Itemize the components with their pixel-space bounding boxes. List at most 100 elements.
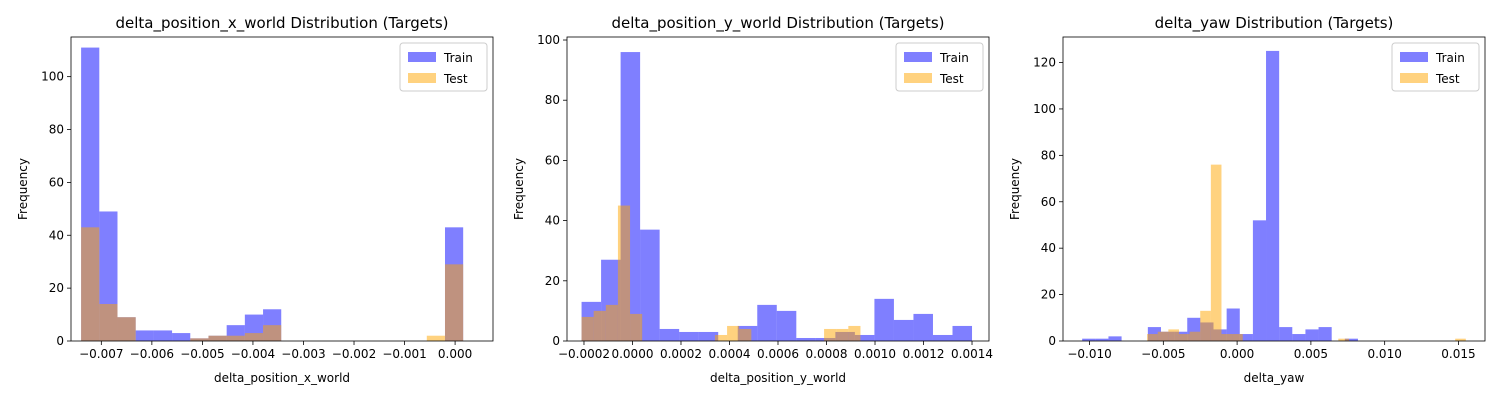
bar bbox=[659, 328, 680, 341]
bar bbox=[913, 313, 933, 341]
series-test bbox=[1147, 164, 1466, 341]
bar bbox=[776, 310, 797, 341]
y-tick-label: 80 bbox=[1041, 148, 1056, 162]
bar bbox=[1338, 338, 1349, 341]
x-tick-label: 0.0010 bbox=[854, 347, 896, 361]
x-tick-label: 0.0012 bbox=[903, 347, 945, 361]
x-tick-label: 0.010 bbox=[1367, 347, 1401, 361]
x-axis-label: delta_position_y_world bbox=[710, 371, 846, 385]
x-axis-label: delta_yaw bbox=[1244, 371, 1305, 385]
bar bbox=[1252, 220, 1267, 341]
bar bbox=[593, 310, 606, 341]
y-tick-label: 100 bbox=[1033, 102, 1056, 116]
bar bbox=[640, 229, 660, 341]
y-tick-label: 60 bbox=[1041, 195, 1056, 209]
y-tick-label: 0 bbox=[552, 334, 560, 348]
x-tick-label: 0.0008 bbox=[806, 347, 848, 361]
x-tick-label: 0.015 bbox=[1441, 347, 1475, 361]
y-tick-label: 20 bbox=[545, 274, 560, 288]
bar bbox=[581, 316, 594, 341]
bar bbox=[1344, 338, 1358, 341]
series-test bbox=[581, 205, 861, 341]
bar bbox=[244, 333, 264, 341]
x-tick-label: −0.003 bbox=[281, 347, 325, 361]
x-tick-label: 0.000 bbox=[438, 347, 472, 361]
x-tick-label: 0.0006 bbox=[757, 347, 799, 361]
bar bbox=[824, 328, 837, 341]
series-train bbox=[81, 47, 464, 341]
bar bbox=[1095, 338, 1109, 341]
series-test bbox=[81, 227, 464, 341]
bar bbox=[153, 330, 173, 341]
bar bbox=[172, 333, 191, 341]
x-tick-label: −0.002 bbox=[332, 347, 376, 361]
bar bbox=[1292, 334, 1306, 341]
bar bbox=[932, 334, 953, 341]
y-tick-label: 60 bbox=[545, 153, 560, 167]
bar bbox=[1226, 308, 1240, 341]
chart-panel-3: −0.010 −0.005 0.000 0.005 0.010 0.015 0 20 40 60 8… bbox=[1008, 14, 1486, 385]
bar bbox=[1189, 331, 1201, 341]
legend-swatch bbox=[408, 73, 436, 83]
bar bbox=[739, 328, 752, 341]
y-tick-label: 100 bbox=[537, 33, 560, 47]
bar bbox=[698, 331, 719, 341]
bar bbox=[796, 337, 816, 341]
bar bbox=[1221, 334, 1233, 341]
x-tick-label: −0.005 bbox=[1141, 347, 1185, 361]
y-tick-label: 60 bbox=[49, 175, 64, 189]
legend-label: Test bbox=[1435, 72, 1460, 86]
bar bbox=[1239, 334, 1253, 341]
bar bbox=[617, 205, 631, 341]
bar bbox=[99, 303, 118, 341]
legend-swatch bbox=[904, 73, 932, 83]
x-tick-label: 0.0014 bbox=[951, 347, 993, 361]
x-tick-label: 0.0002 bbox=[660, 347, 702, 361]
chart-title: delta_yaw Distribution (Targets) bbox=[1155, 14, 1394, 33]
bar bbox=[727, 325, 740, 341]
x-axis-label: delta_position_x_world bbox=[214, 371, 350, 385]
x-tick-label: −0.007 bbox=[79, 347, 123, 361]
y-tick-label: 20 bbox=[49, 281, 64, 295]
x-tick-label: −0.006 bbox=[130, 347, 174, 361]
x-tick-label: 0.0004 bbox=[708, 347, 750, 361]
x-tick-label: −0.0002 bbox=[558, 347, 610, 361]
bar bbox=[426, 335, 445, 341]
legend-label: Train bbox=[1435, 51, 1465, 65]
bar bbox=[1210, 164, 1222, 341]
plot-frame bbox=[70, 36, 494, 342]
chart-panel-2: −0.0002 0.0000 0.0002 0.0004 0.0006 0.0008 0.0… bbox=[512, 14, 993, 385]
y-axis-label: Frequency bbox=[1008, 158, 1022, 220]
bar bbox=[135, 330, 154, 341]
legend-label: Train bbox=[443, 51, 473, 65]
y-axis-label: Frequency bbox=[512, 158, 526, 220]
legend-label: Test bbox=[939, 72, 964, 86]
bar bbox=[226, 335, 245, 341]
y-tick-label: 40 bbox=[545, 214, 560, 228]
x-tick-label: 0.0000 bbox=[611, 347, 653, 361]
y-axis-label: Frequency bbox=[16, 158, 30, 220]
legend-swatch bbox=[904, 52, 932, 62]
bar bbox=[1108, 336, 1122, 341]
bar bbox=[1147, 334, 1158, 341]
bar bbox=[263, 325, 282, 341]
bar bbox=[81, 227, 100, 341]
bar bbox=[952, 325, 973, 341]
bar bbox=[1455, 338, 1466, 341]
x-tick-label: 0.005 bbox=[1294, 347, 1328, 361]
bar bbox=[1232, 334, 1243, 341]
bar bbox=[117, 317, 136, 341]
legend-swatch bbox=[1400, 73, 1428, 83]
bar bbox=[1279, 327, 1293, 341]
x-tick-label: −0.004 bbox=[231, 347, 275, 361]
y-tick-label: 20 bbox=[1041, 288, 1056, 302]
bar bbox=[1318, 327, 1332, 341]
bar bbox=[714, 334, 728, 341]
bar bbox=[836, 328, 849, 341]
legend-label: Test bbox=[443, 72, 468, 86]
bar bbox=[1266, 50, 1280, 342]
legend: Train Test bbox=[399, 42, 488, 92]
bar bbox=[848, 325, 861, 341]
y-tick-label: 120 bbox=[1033, 56, 1056, 70]
